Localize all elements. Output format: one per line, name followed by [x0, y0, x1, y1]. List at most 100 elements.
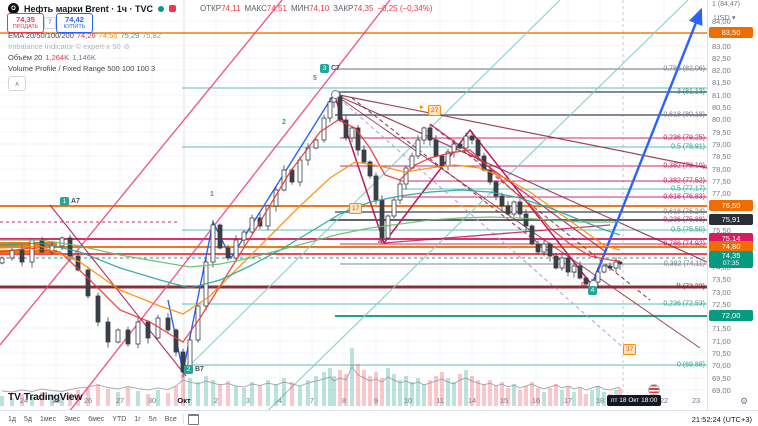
price-tick: 77,50 — [712, 177, 731, 186]
ohlc-label: ОТКР — [200, 4, 222, 13]
price-tick: 79,50 — [712, 128, 731, 137]
time-label: 9 — [373, 396, 379, 405]
price-tick: 83,00 — [712, 42, 731, 51]
indicator-value: 1,146K — [72, 53, 96, 62]
price-axis[interactable]: 84,00 83,00 82,50 82,00 81,50 81,00 80,50 80,00… — [707, 0, 758, 410]
wave-minor-label: c — [581, 281, 585, 288]
toolbar-divider — [182, 414, 184, 424]
indicator-row[interactable]: Volume Profile / Fixed Range 500 100 100… — [8, 64, 155, 73]
price-tick: 78,50 — [712, 152, 731, 161]
fib-level-label: 0,382 (74,11) — [663, 260, 705, 268]
symbol-title: Нефть марки Brent · 1ч · TVC — [24, 3, 154, 14]
fib-level-label: 0,236 (75,88) — [663, 216, 705, 224]
wave-minor-label: 5 — [313, 75, 317, 82]
indicator-row[interactable]: Объём 20 1,264K 1,146K — [8, 53, 96, 62]
event-time-badge: пт 18 Окт 18:00 — [607, 395, 662, 406]
wave-number: 4 — [588, 286, 597, 295]
range-buttons: 1д 5д 1мес 3мес 6мес YTD 1г 5л Все — [4, 416, 181, 423]
range-button[interactable]: 5л — [148, 415, 157, 423]
legend-collapse-button[interactable]: ∧ — [8, 76, 26, 91]
wave-badge: 4 — [588, 286, 597, 295]
fib-level-label: 3 (81,13) — [676, 88, 705, 96]
time-label: 22 — [659, 396, 669, 405]
fib-level-label: 0,236 (79,25) — [663, 134, 705, 142]
price-level-badge: 76,50 — [709, 200, 753, 211]
price-tick: 81,50 — [712, 78, 731, 87]
fib-level-label: 0,5 (75,50) — [671, 226, 705, 234]
chart-pane[interactable] — [0, 0, 758, 410]
range-button[interactable]: 1г — [134, 415, 141, 423]
indicator-row[interactable]: Imbalance Indicator © expert-x 50 ⊘ — [8, 42, 130, 51]
current-price-badge: 74,35 07:35 — [709, 251, 753, 268]
fib-level-label: 0,382 (77,52) — [663, 177, 705, 185]
range-button[interactable]: 6мес — [88, 415, 105, 423]
range-button[interactable]: 5д — [23, 415, 32, 423]
wave-minor-label: 1 — [210, 191, 214, 198]
indicator-value: 75,29 — [120, 31, 140, 40]
spread-value: 7 — [44, 17, 56, 29]
time-label: 8 — [341, 396, 347, 405]
ohlc-value: 74,11 — [221, 4, 241, 13]
wave-letter: A7 — [71, 198, 80, 205]
wave-minor-label: 2 — [282, 119, 286, 126]
price-tick: 78,00 — [712, 165, 731, 174]
wave-letter: C7 — [331, 65, 340, 72]
indicator-value: 1,264K — [45, 53, 70, 62]
wave-number: 2 — [184, 365, 193, 374]
currency-dropdown[interactable]: USD ▾ — [714, 13, 736, 22]
time-label: 2 — [213, 396, 219, 405]
tradingview-watermark: TV TradingView — [8, 391, 82, 403]
time-axis[interactable]: пт 18 Окт 18:00 24 25 26 27 30 Окт 2 3 4 7 8 9 10 11 1… — [0, 384, 707, 410]
range-button[interactable]: 1мес — [39, 415, 57, 423]
flag-square-icon[interactable] — [169, 5, 177, 12]
fib-level-label: 0,5 (78,91) — [671, 143, 705, 151]
clock-timezone[interactable]: 21:52:24 (UTC+3) — [691, 414, 752, 424]
eye-off-icon[interactable]: ⊘ — [123, 42, 130, 51]
time-label: 7 — [309, 396, 315, 405]
buy-label: КУПИТЬ — [63, 23, 86, 30]
price-tick: 80,00 — [712, 115, 731, 124]
fib-level-label: 0 (69,88) — [676, 361, 705, 369]
indicator-name: EMA 20/50/100/200 — [8, 31, 74, 40]
time-label: 10 — [403, 396, 413, 405]
time-label: 17 — [563, 396, 573, 405]
price-level-badge: 75,14 — [709, 233, 753, 244]
buy-button[interactable]: 74,42 КУПИТЬ — [56, 13, 93, 33]
wave-number: 1 — [60, 197, 69, 206]
price-tick: 73,00 — [712, 288, 731, 297]
ohlc-label: ЗАКР — [333, 4, 354, 13]
buy-price: 74,42 — [65, 15, 84, 24]
alert-marker-badge: 27 — [428, 105, 442, 117]
fib-level-label: 0,236 (72,53) — [663, 300, 705, 308]
fib-level-label: В (73,23) — [676, 283, 705, 291]
alert-marker-badge: 17 — [349, 203, 363, 215]
sell-button[interactable]: 74,35 ПРОДАТЬ — [7, 13, 44, 33]
sell-label: ПРОДАТЬ — [12, 23, 39, 30]
price-tick: 82,50 — [712, 54, 731, 63]
tv-logo-text: TradingView — [23, 391, 83, 403]
ohlc-values: ОТКР74,11 МАКС74,51 МИН74,10 ЗАКР74,35 −0,25… — [200, 4, 437, 13]
range-button[interactable]: YTD — [112, 415, 127, 423]
indicator-row[interactable]: EMA 20/50/100/200 74,26 74,56 75,29 75,82 — [8, 31, 161, 40]
gear-icon[interactable]: ⚙ — [740, 396, 749, 406]
alert-marker-badge: 37 — [623, 344, 637, 356]
ohlc-value: 74,35 — [353, 4, 374, 13]
price-level-badge: 83,50 — [709, 27, 753, 38]
symbol-title-row[interactable]: O Нефть марки Brent · 1ч · TVC — [8, 3, 177, 14]
range-button[interactable]: Все — [164, 415, 177, 423]
price-tick: 69,50 — [712, 374, 731, 383]
range-button[interactable]: 1д — [8, 415, 16, 423]
calendar-icon[interactable] — [187, 413, 199, 425]
indicator-value: 74,56 — [98, 31, 118, 40]
price-tick: 70,50 — [712, 349, 731, 358]
price-tick: 72,50 — [712, 300, 731, 309]
indicator-name: Volume Profile / Fixed Range 500 100 100… — [8, 64, 156, 73]
price-tick: 70,00 — [712, 361, 731, 370]
wave-minor-label: a — [378, 238, 382, 245]
status-dot-icon[interactable] — [158, 5, 165, 12]
price-tick: 77,00 — [712, 189, 731, 198]
range-button[interactable]: 3мес — [64, 415, 81, 423]
wave-badge: 2 B7 — [184, 365, 204, 374]
sell-price: 74,35 — [16, 15, 35, 24]
